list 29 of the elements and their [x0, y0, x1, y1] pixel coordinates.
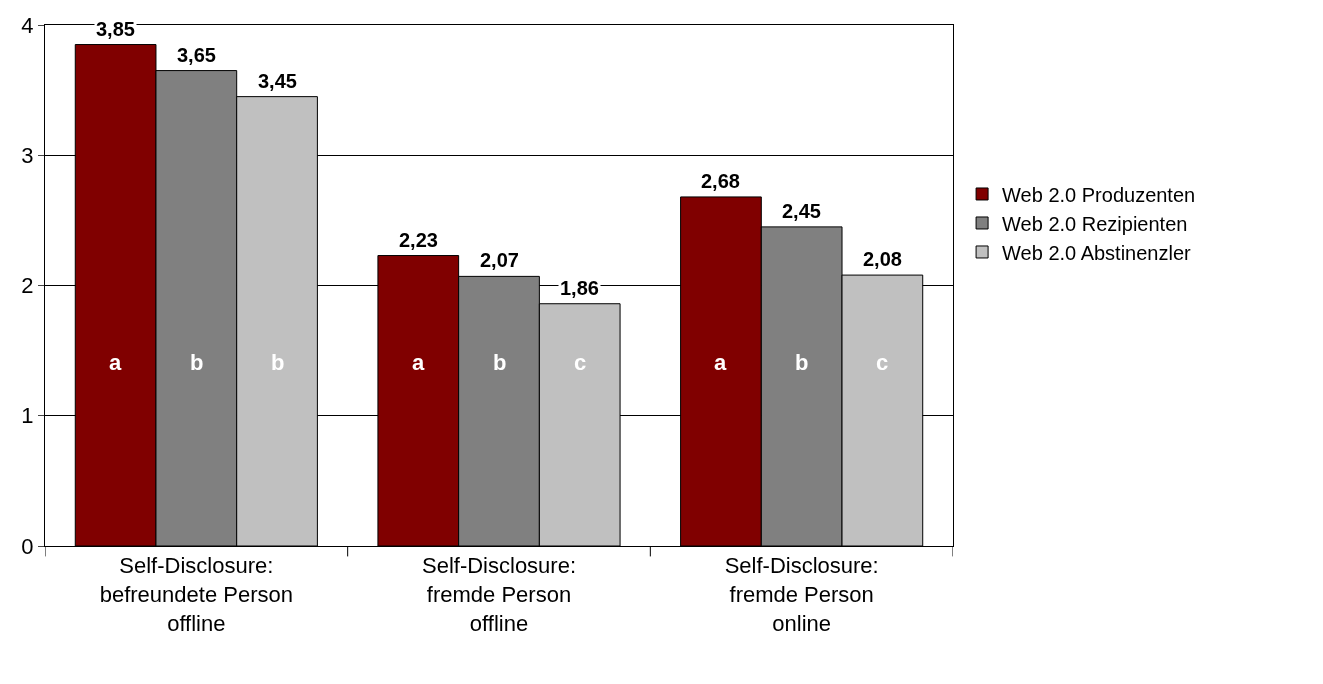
data-label: 2,07: [480, 249, 519, 271]
legend-label: Web 2.0 Produzenten: [1002, 183, 1196, 206]
x-tick-label: Self-Disclosure: fremde Person online: [724, 553, 879, 636]
annotation: a: [412, 350, 425, 375]
data-label: 1,86: [560, 277, 599, 299]
x-tick-label: Self-Disclosure: befreundete Person offline: [99, 553, 293, 636]
data-label: 2,23: [399, 229, 438, 251]
data-label: 3,85: [96, 18, 135, 40]
annotation: a: [109, 350, 122, 375]
y-tick-label: 4: [21, 12, 34, 38]
data-label: 2,45: [782, 200, 821, 222]
y-tick-label: 3: [21, 142, 34, 168]
x-tick-label: Self-Disclosure: fremde Person offline: [421, 553, 577, 636]
data-label: 2,68: [701, 170, 740, 192]
annotation: b: [795, 350, 809, 375]
data-label: 3,65: [177, 44, 216, 66]
annotation: a: [714, 350, 727, 375]
legend-label: Web 2.0 Abstinenzler: [1002, 241, 1192, 264]
y-tick-label: 0: [21, 533, 34, 559]
data-label: 3,45: [258, 70, 297, 92]
y-tick-label: 1: [21, 403, 34, 429]
legend-label: Web 2.0 Rezipienten: [1002, 212, 1188, 235]
annotation: b: [190, 350, 204, 375]
annotation: b: [271, 350, 285, 375]
annotation: b: [493, 350, 507, 375]
y-tick-label: 2: [21, 273, 34, 299]
annotation: c: [574, 350, 587, 375]
data-label: 2,08: [863, 248, 902, 270]
annotation: c: [876, 350, 889, 375]
